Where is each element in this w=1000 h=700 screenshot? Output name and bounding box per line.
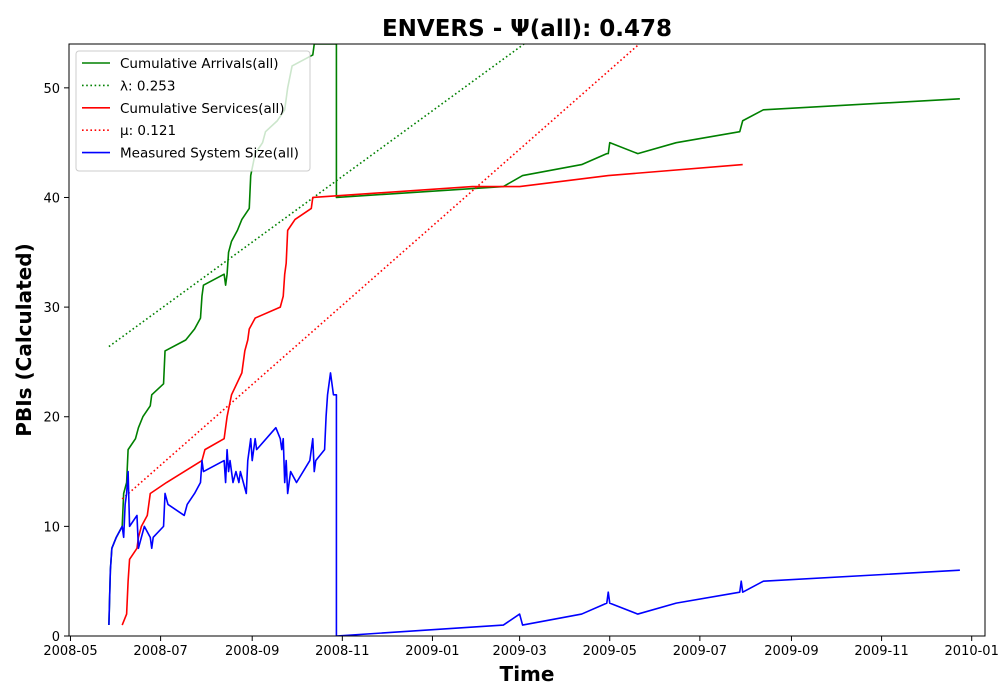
y-tick-label-0: 0 [52,630,60,645]
y-tick-label-4: 40 [43,191,60,206]
x-tick-label-2: 2008-09 [225,644,279,659]
series-line-1 [108,44,525,348]
legend-label-3: μ: 0.121 [120,123,176,139]
y-tick-label-2: 20 [43,411,60,426]
series-layer [108,44,960,636]
series-line-4 [108,372,960,636]
legend-label-1: λ: 0.253 [120,78,175,94]
y-tick-label-5: 50 [43,82,60,97]
x-tick-label-8: 2009-09 [764,644,818,659]
x-tick-label-5: 2009-03 [492,644,546,659]
chart-title: ENVERS - Ψ(all): 0.478 [382,16,672,42]
x-tick-label-6: 2009-05 [583,644,637,659]
legend-label-2: Cumulative Services(all) [120,101,285,117]
x-tick-label-3: 2008-11 [315,644,369,659]
legend-box [75,50,311,172]
y-axis-label: PBIs (Calculated) [12,243,36,436]
y-tick-label-3: 30 [43,301,60,316]
series-line-2 [121,163,743,626]
y-tick-label-1: 10 [43,520,60,535]
x-tick-label-0: 2008-05 [43,644,97,659]
x-axis: 2008-05 2008-07 2008-09 2008-11 2009-01 2009-… [43,636,999,659]
x-tick-label-7: 2009-07 [673,644,727,659]
x-tick-label-9: 2009-11 [854,644,908,659]
series-line-3 [121,44,640,500]
plot-frame [68,43,986,637]
x-tick-label-10: 2010-01 [945,644,999,659]
legend-label-4: Measured System Size(all) [120,146,299,162]
y-axis: 0 10 20 30 40 50 [43,82,69,645]
legend-label-0: Cumulative Arrivals(all) [120,56,279,72]
x-tick-label-1: 2008-07 [133,644,187,659]
legend: Cumulative Arrivals(all) λ: 0.253 Cumulati… [75,50,311,172]
x-axis-label: Time [500,662,555,686]
series-line-0 [108,44,960,626]
x-tick-label-4: 2009-01 [405,644,459,659]
